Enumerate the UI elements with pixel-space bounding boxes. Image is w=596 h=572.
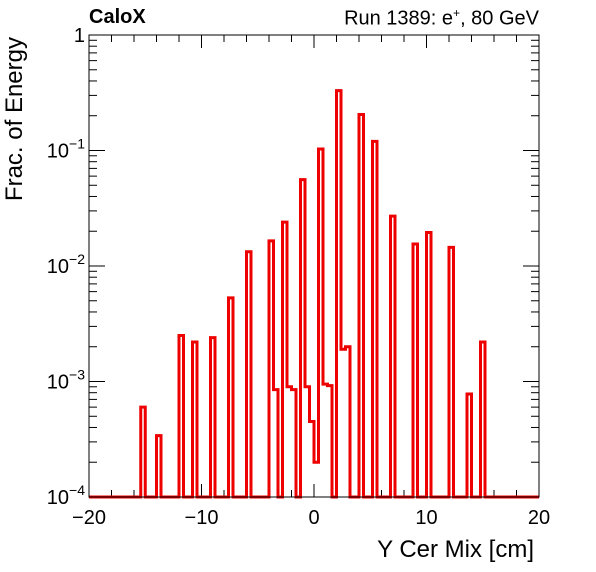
histogram-series-line <box>89 89 539 499</box>
run-label: Run 1389: e+, 80 GeV <box>344 6 539 31</box>
axis-labels: −20 −10 0 10 20 10−4 10−3 10−2 10−1 1 <box>47 25 550 529</box>
run-prefix: Run 1389: e <box>344 7 454 30</box>
x-tick-label: 0 <box>308 507 319 529</box>
axis-ticks <box>88 35 540 498</box>
x-tick-label: −20 <box>72 507 106 529</box>
experiment-label: CaloX <box>89 6 146 28</box>
y-tick-label: 10−2 <box>47 251 85 278</box>
x-tick-label: 20 <box>528 507 550 529</box>
plot-frame <box>88 34 540 498</box>
y-tick-label: 10−1 <box>47 136 85 163</box>
x-tick-label: 10 <box>415 507 437 529</box>
x-axis-title: Y Cer Mix [cm] <box>377 536 534 563</box>
x-tick-label: −10 <box>185 507 219 529</box>
y-axis-title: Frac. of Energy <box>1 37 28 201</box>
y-tick-label: 10−3 <box>47 367 85 394</box>
y-tick-label: 10−4 <box>47 482 85 509</box>
run-charge: + <box>453 6 461 20</box>
run-suffix: , 80 GeV <box>460 7 539 30</box>
y-tick-label: 1 <box>74 25 85 47</box>
